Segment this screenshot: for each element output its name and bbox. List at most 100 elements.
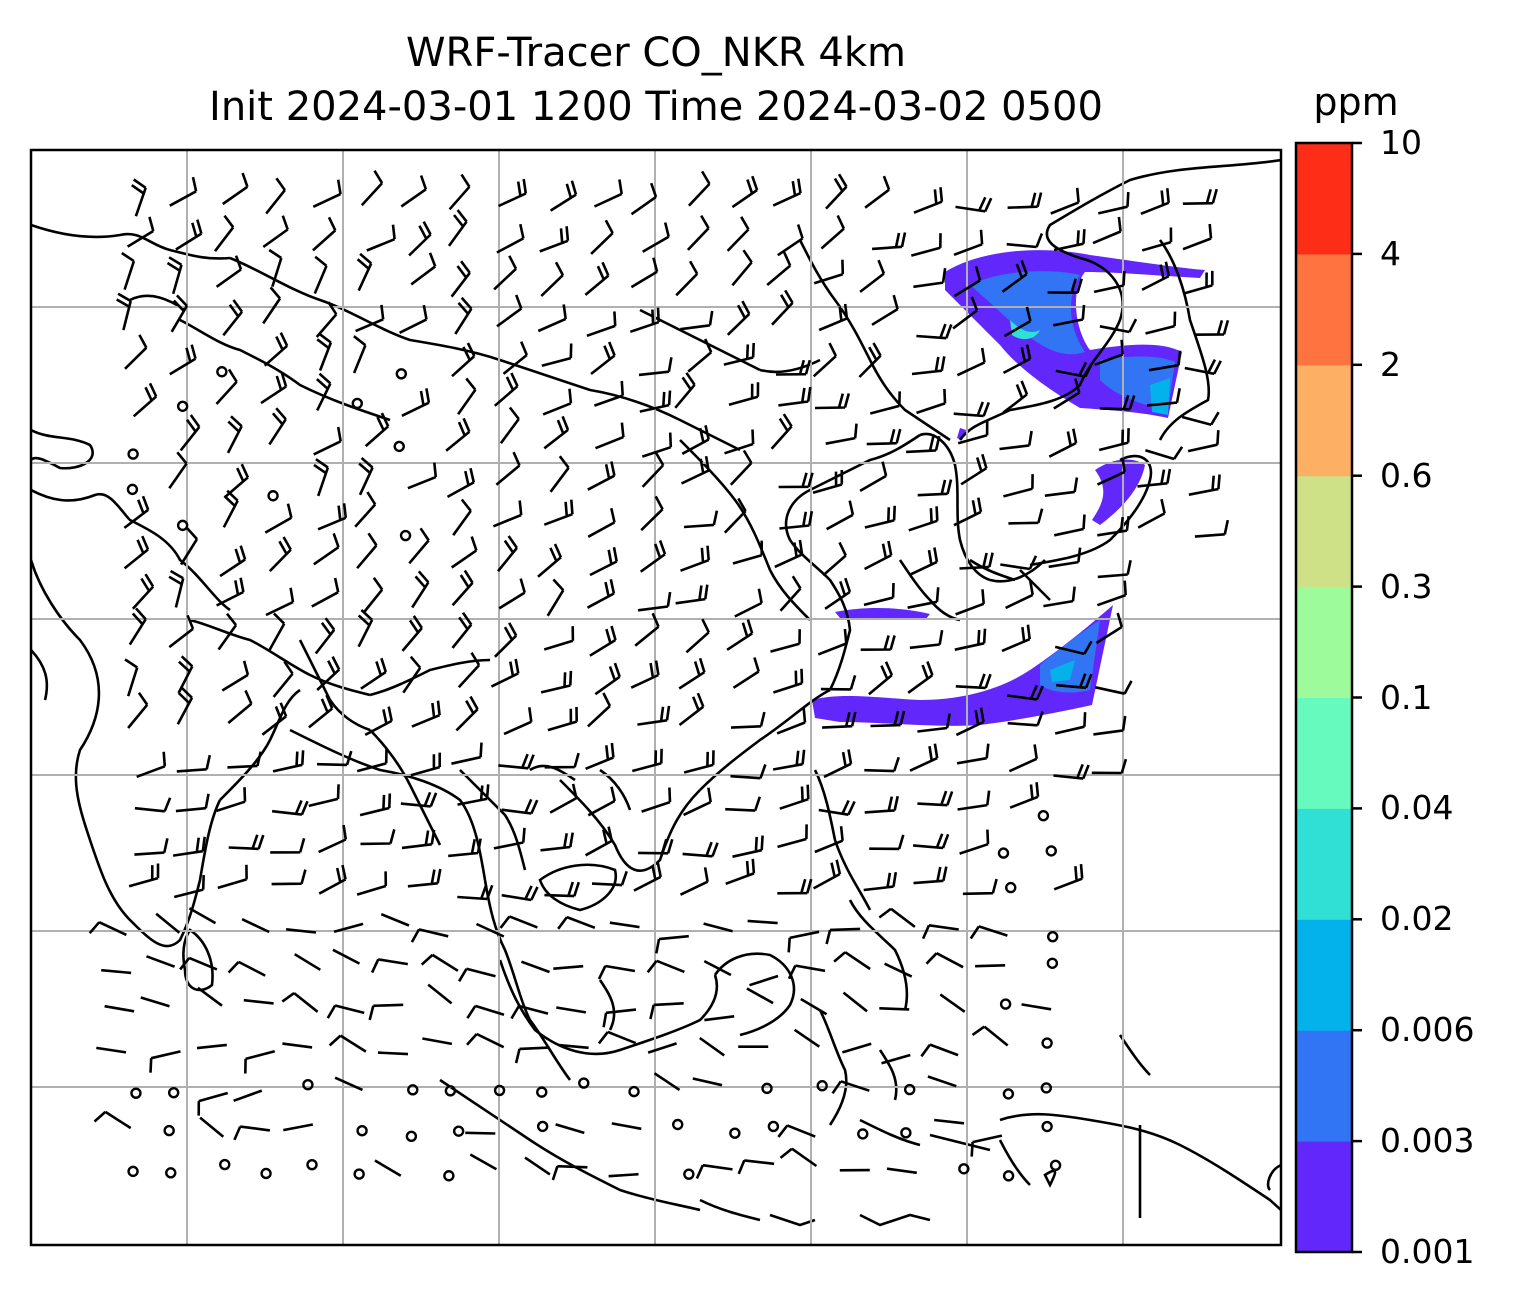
wind-barb xyxy=(747,919,778,925)
wind-barb xyxy=(543,626,575,651)
wind-barb xyxy=(770,629,801,653)
wind-barb xyxy=(587,692,612,728)
calm-wind-circle xyxy=(1002,1170,1015,1182)
wind-barb xyxy=(631,748,663,773)
wind-barb xyxy=(283,1123,314,1132)
colorbar-segment xyxy=(1296,143,1352,255)
wind-barb xyxy=(730,764,767,780)
wind-barb xyxy=(593,179,623,208)
wind-barb xyxy=(824,577,852,610)
wind-barb xyxy=(678,657,706,690)
wind-barb xyxy=(1053,229,1086,252)
wind-barb xyxy=(866,428,902,446)
wind-barb xyxy=(646,959,685,974)
wind-barb xyxy=(451,569,474,607)
wind-barb xyxy=(814,826,844,854)
wind-barb xyxy=(168,451,188,489)
wind-barb xyxy=(822,711,857,729)
wind-barb xyxy=(863,871,898,892)
wind-barb xyxy=(422,1037,453,1046)
wind-barb xyxy=(501,798,539,815)
wind-barb xyxy=(1047,278,1083,294)
wind-barb xyxy=(233,1125,271,1141)
wind-barb xyxy=(493,372,519,407)
wind-barb xyxy=(820,214,846,250)
colorbar-tick-label: 0.6 xyxy=(1380,455,1433,495)
wind-barb xyxy=(642,222,670,253)
calm-wind-circle xyxy=(761,1082,773,1095)
wind-barb xyxy=(359,793,392,817)
wind-barb xyxy=(188,907,217,925)
wind-barb xyxy=(842,1042,872,1054)
wind-barb xyxy=(825,500,855,531)
calm-wind-circle xyxy=(267,490,279,502)
wind-barb xyxy=(447,209,468,247)
calm-wind-circle xyxy=(1041,1120,1053,1133)
wind-barb xyxy=(228,834,265,851)
wind-barb xyxy=(699,1036,725,1057)
wind-barb xyxy=(724,429,755,455)
wind-barb xyxy=(503,707,533,736)
wind-barb xyxy=(177,655,194,694)
wind-barb xyxy=(595,422,625,450)
wind-barb xyxy=(911,356,946,376)
wind-barb xyxy=(704,1015,735,1022)
wind-barb xyxy=(457,652,481,689)
wind-barb xyxy=(1006,233,1044,249)
wind-barb xyxy=(271,800,309,816)
wind-barb xyxy=(917,790,954,807)
wind-barb xyxy=(166,256,183,295)
wind-barb xyxy=(952,296,979,330)
wind-barb xyxy=(1096,580,1127,607)
wind-barb xyxy=(362,576,384,614)
wind-barb xyxy=(831,1080,870,1095)
wind-barb xyxy=(813,259,845,285)
wind-barb xyxy=(268,612,286,651)
wind-barb xyxy=(955,196,993,213)
wind-barb xyxy=(313,458,330,497)
wind-barb xyxy=(333,922,364,934)
colorbar-unit: ppm xyxy=(1313,80,1399,124)
wind-barb xyxy=(399,304,428,334)
wind-barb xyxy=(630,660,660,689)
calm-wind-circle xyxy=(176,519,189,532)
wind-barb xyxy=(400,791,438,808)
wind-barb xyxy=(818,799,856,816)
wind-barb xyxy=(1091,758,1128,775)
calm-wind-circle xyxy=(165,1167,177,1179)
wind-barb xyxy=(128,863,160,888)
wind-barb xyxy=(116,292,132,331)
wind-barb xyxy=(778,386,812,407)
wind-barb xyxy=(591,870,628,887)
wind-barb xyxy=(953,229,984,257)
wind-barb xyxy=(1146,388,1181,407)
wind-barb xyxy=(1003,306,1032,338)
wind-barb xyxy=(451,611,473,649)
wind-barb xyxy=(959,552,994,570)
wind-barb xyxy=(909,547,939,576)
wind-barb xyxy=(104,1004,135,1013)
wind-barb xyxy=(131,573,155,610)
wind-barb xyxy=(584,261,610,296)
wind-barb xyxy=(726,216,750,252)
wind-barb xyxy=(962,878,998,896)
wind-barb xyxy=(457,377,477,416)
wind-barb xyxy=(411,570,430,609)
wind-barb xyxy=(1092,216,1122,245)
wind-barb xyxy=(499,406,520,444)
wind-barb xyxy=(356,532,378,570)
wind-barb xyxy=(590,219,614,255)
wind-barb xyxy=(546,578,565,617)
wind-barb xyxy=(732,540,763,565)
wind-barb xyxy=(96,1046,127,1054)
wind-barb xyxy=(881,1053,911,1065)
wind-barb xyxy=(800,997,828,1016)
wind-barb xyxy=(639,540,667,573)
wind-barb xyxy=(675,260,699,297)
wind-barb xyxy=(197,986,223,1007)
wind-barb xyxy=(975,964,1006,968)
wind-barb xyxy=(136,751,167,779)
wind-barb xyxy=(411,700,441,728)
calm-wind-circle xyxy=(399,529,412,542)
wind-barb xyxy=(1044,477,1079,497)
